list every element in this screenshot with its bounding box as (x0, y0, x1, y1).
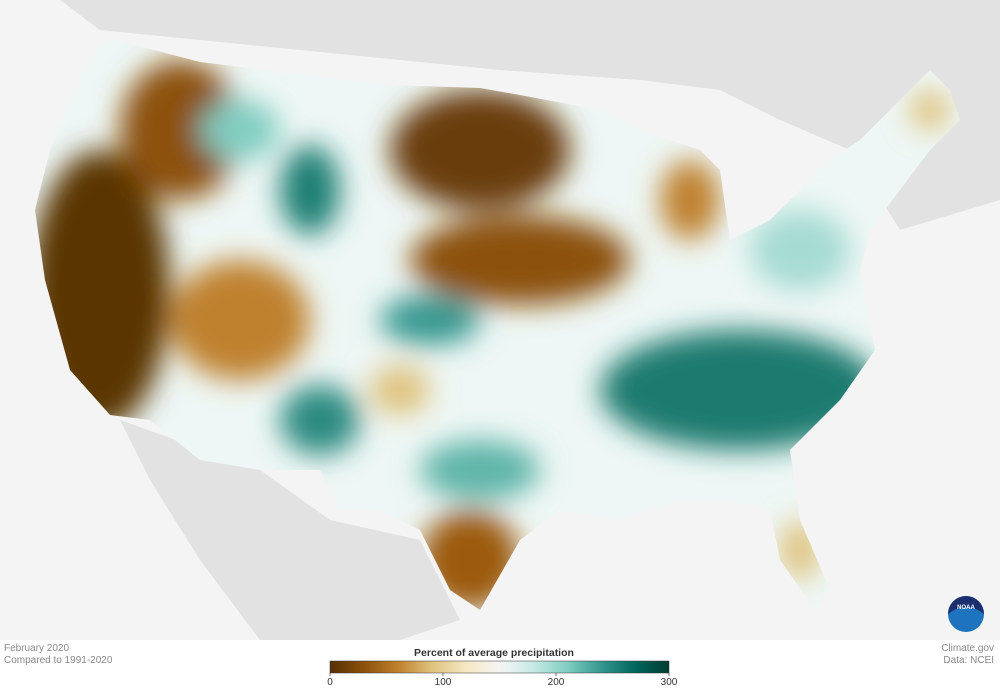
legend-title: Percent of average precipitation (414, 647, 574, 659)
caption-baseline: Compared to 1991-2020 (4, 655, 113, 666)
colorbar-tick-label: 300 (661, 677, 678, 688)
credit-source: Climate.gov (941, 643, 994, 654)
noaa-logo-text: NOAA (957, 605, 975, 611)
caption-date: February 2020 (4, 643, 69, 654)
canada (60, 0, 1000, 230)
noaa-logo-top (948, 596, 984, 614)
credit-data: Data: NCEI (943, 655, 994, 666)
colorbar-tick-label: 100 (435, 677, 452, 688)
colorbar (329, 660, 670, 674)
colorbar-tick-label: 200 (548, 677, 565, 688)
mexico (120, 420, 460, 640)
colorbar-tick-label: 0 (327, 677, 333, 688)
